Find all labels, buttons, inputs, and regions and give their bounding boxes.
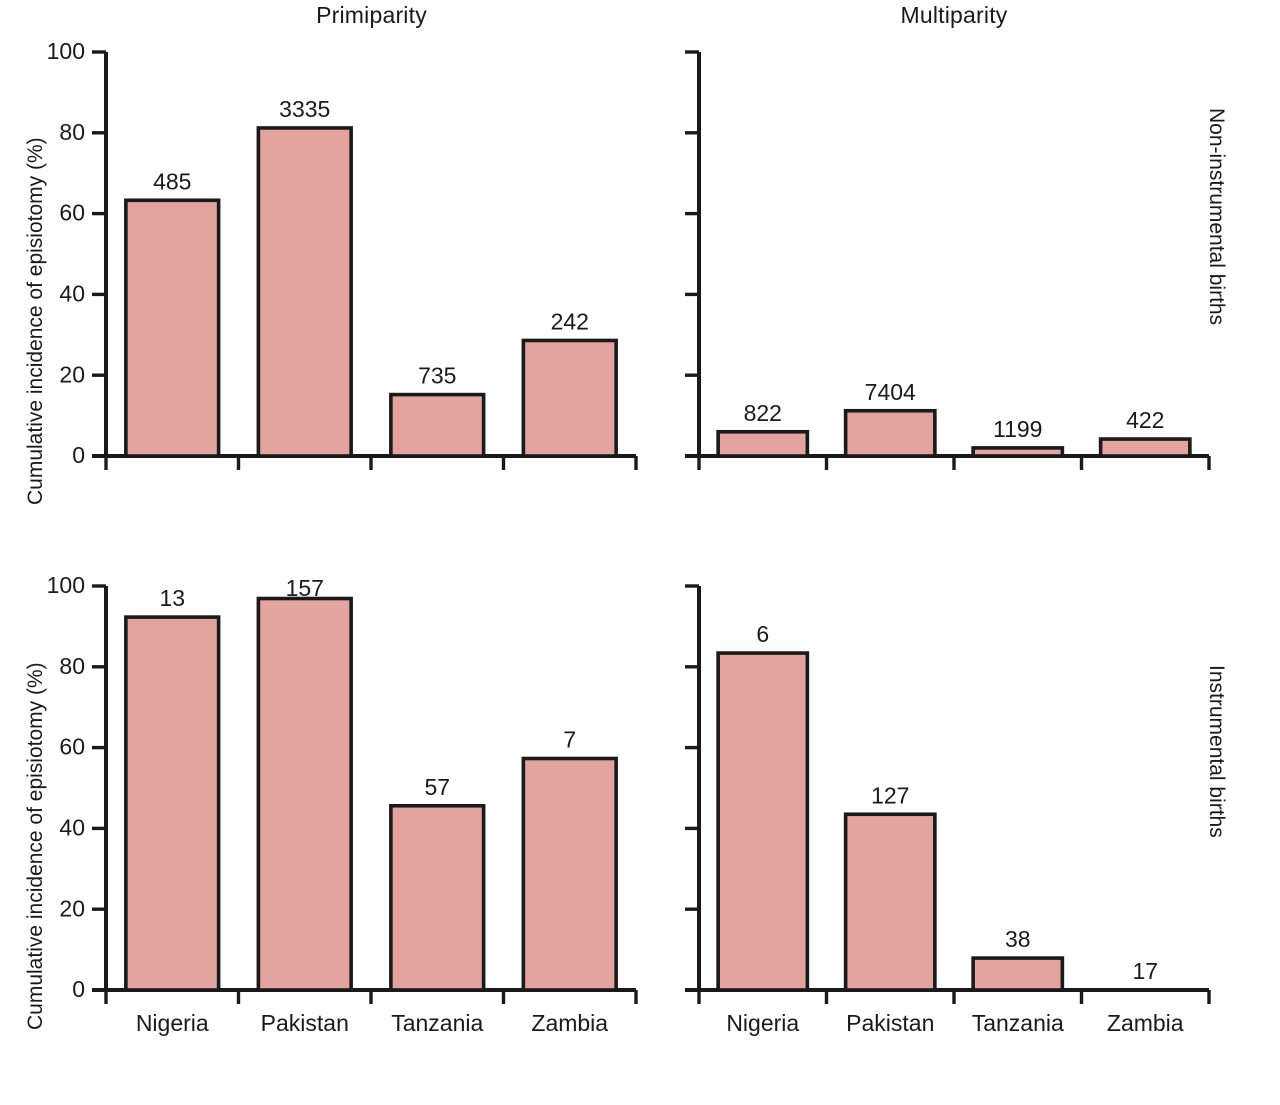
bar-top-right-nigeria xyxy=(716,429,810,458)
panel-primiparity-non-instrumental: 0 20 40 60 80 100 485 3335 735 242 xyxy=(47,38,640,504)
x-category-label-nigeria: Nigeria xyxy=(726,1010,799,1036)
panel-primiparity-instrumental: 0 20 40 60 80 100 13 Nigeria 157 Pakistan 57 Tanzan… xyxy=(47,572,640,1038)
chart-top-left: 0 20 40 60 80 100 485 3335 735 242 xyxy=(47,38,638,470)
y-axis-label-top: Cumulative incidence of episiotomy (%) xyxy=(24,137,47,505)
y-tick-label-20: 20 xyxy=(59,361,85,387)
y-tick-label-20: 20 xyxy=(59,895,85,921)
bar-value-label-top-right-pakistan: 7404 xyxy=(865,379,916,405)
panel-multiparity-non-instrumental: 822 7404 1199 422 xyxy=(653,44,1213,504)
y-tick-label-40: 40 xyxy=(59,814,85,840)
bar-value-label-bottom-left-pakistan: 157 xyxy=(286,575,324,601)
y-tick-label-0: 0 xyxy=(72,442,85,468)
bar-value-label-bottom-right-zambia: 17 xyxy=(1132,958,1158,984)
bar-bottom-right-tanzania xyxy=(971,956,1065,992)
y-tick-label-100: 100 xyxy=(47,38,85,64)
y-tick-label-60: 60 xyxy=(59,200,85,226)
bar-value-label-top-left-nigeria: 485 xyxy=(153,168,191,194)
x-category-label-pakistan: Pakistan xyxy=(846,1010,934,1036)
bar-bottom-left-nigeria xyxy=(124,615,221,992)
bar-bottom-left-pakistan xyxy=(256,596,353,992)
y-axis-label-bottom: Cumulative incidence of episiotomy (%) xyxy=(24,662,47,1030)
bar-value-label-top-right-zambia: 422 xyxy=(1126,407,1164,433)
bar-bottom-left-zambia xyxy=(521,756,618,992)
bar-value-label-top-left-tanzania: 735 xyxy=(418,363,456,389)
bar-value-label-top-right-tanzania: 1199 xyxy=(993,416,1042,442)
y-tick-label-40: 40 xyxy=(59,280,85,306)
bar-top-right-pakistan xyxy=(843,408,937,458)
y-tick-label-80: 80 xyxy=(59,653,85,679)
x-category-label-tanzania: Tanzania xyxy=(972,1010,1064,1036)
x-category-label-zambia: Zambia xyxy=(1107,1010,1184,1036)
chart-top-right: 822 7404 1199 422 xyxy=(685,50,1211,470)
bar-bottom-left-tanzania xyxy=(389,803,486,992)
column-title-primiparity: Primiparity xyxy=(316,2,427,28)
x-category-label-nigeria: Nigeria xyxy=(136,1010,209,1036)
bar-value-label-top-left-zambia: 242 xyxy=(551,308,589,334)
bar-top-left-tanzania xyxy=(389,392,486,458)
bar-value-label-bottom-right-pakistan: 127 xyxy=(871,782,909,808)
y-tick-label-60: 60 xyxy=(59,734,85,760)
bar-top-left-pakistan xyxy=(256,126,353,458)
y-tick-label-80: 80 xyxy=(59,119,85,145)
bar-bottom-right-pakistan xyxy=(843,812,937,992)
bar-value-label-top-left-pakistan: 3335 xyxy=(279,96,330,122)
x-category-label-pakistan: Pakistan xyxy=(261,1010,349,1036)
bar-value-label-top-right-nigeria: 822 xyxy=(744,400,782,426)
x-category-label-zambia: Zambia xyxy=(531,1010,608,1036)
chart-bottom-left: 0 20 40 60 80 100 13 Nigeria 157 Pakistan 57 Tanzan… xyxy=(47,572,638,1036)
column-title-multiparity: Multiparity xyxy=(900,2,1008,28)
x-category-label-tanzania: Tanzania xyxy=(391,1010,483,1036)
y-tick-label-0: 0 xyxy=(72,976,85,1002)
bar-top-right-zambia xyxy=(1098,437,1192,458)
bar-value-label-bottom-left-nigeria: 13 xyxy=(159,585,185,611)
bar-value-label-bottom-left-zambia: 7 xyxy=(563,727,576,753)
bar-value-label-bottom-right-nigeria: 6 xyxy=(756,621,769,647)
y-tick-label-100: 100 xyxy=(47,572,85,598)
panel-multiparity-instrumental: 6 Nigeria 127 Pakistan 38 Tanzania 17 Zambia xyxy=(653,578,1213,1038)
chart-bottom-right: 6 Nigeria 127 Pakistan 38 Tanzania 17 Zambia xyxy=(685,584,1211,1036)
bar-value-label-bottom-left-tanzania: 57 xyxy=(424,774,450,800)
bar-bottom-right-nigeria xyxy=(716,651,810,992)
bar-value-label-bottom-right-tanzania: 38 xyxy=(1005,926,1031,952)
bar-top-left-nigeria xyxy=(124,198,221,458)
bar-top-left-zambia xyxy=(521,338,618,458)
bar-top-right-tanzania xyxy=(971,446,1065,458)
